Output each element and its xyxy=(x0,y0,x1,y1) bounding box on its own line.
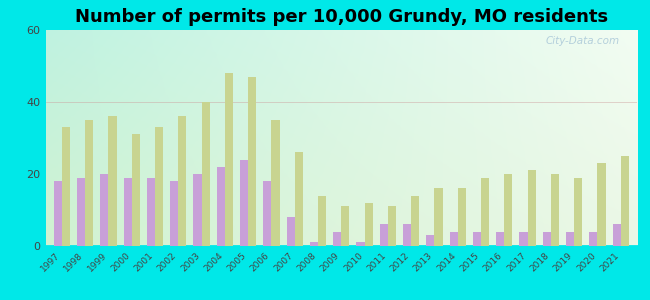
Bar xyxy=(543,232,551,246)
Bar xyxy=(496,232,504,246)
Bar xyxy=(100,174,109,246)
Bar xyxy=(248,77,256,246)
Bar xyxy=(310,242,318,246)
Bar xyxy=(403,224,411,246)
Bar xyxy=(590,232,597,246)
Bar xyxy=(481,178,489,246)
Bar xyxy=(365,203,372,246)
Bar xyxy=(85,120,93,246)
Bar xyxy=(612,224,621,246)
Bar xyxy=(341,206,350,246)
Text: City-Data.com: City-Data.com xyxy=(545,37,619,46)
Bar xyxy=(77,178,85,246)
Title: Number of permits per 10,000 Grundy, MO residents: Number of permits per 10,000 Grundy, MO … xyxy=(75,8,608,26)
Bar xyxy=(294,152,303,246)
Bar xyxy=(411,196,419,246)
Bar xyxy=(551,174,559,246)
Bar xyxy=(388,206,396,246)
Bar xyxy=(450,232,458,246)
Bar xyxy=(318,196,326,246)
Bar xyxy=(155,127,163,246)
Bar xyxy=(263,181,272,246)
Bar xyxy=(356,242,365,246)
Bar xyxy=(170,181,178,246)
Bar xyxy=(124,178,132,246)
Bar xyxy=(54,181,62,246)
Bar xyxy=(458,188,466,246)
Bar xyxy=(194,174,202,246)
Bar xyxy=(62,127,70,246)
Bar xyxy=(225,73,233,246)
Bar xyxy=(380,224,388,246)
Bar xyxy=(566,232,574,246)
Bar xyxy=(132,134,140,246)
Bar xyxy=(426,235,434,246)
Bar xyxy=(240,160,248,246)
Bar xyxy=(216,167,225,246)
Bar xyxy=(109,116,116,246)
Bar xyxy=(272,120,280,246)
Bar xyxy=(178,116,187,246)
Bar xyxy=(202,102,210,246)
Bar xyxy=(621,156,629,246)
Bar xyxy=(434,188,443,246)
Bar xyxy=(333,232,341,246)
Bar xyxy=(287,217,294,246)
Bar xyxy=(473,232,481,246)
Bar xyxy=(519,232,528,246)
Bar xyxy=(528,170,536,246)
Bar xyxy=(504,174,512,246)
Bar xyxy=(597,163,606,246)
Bar xyxy=(147,178,155,246)
Bar xyxy=(574,178,582,246)
